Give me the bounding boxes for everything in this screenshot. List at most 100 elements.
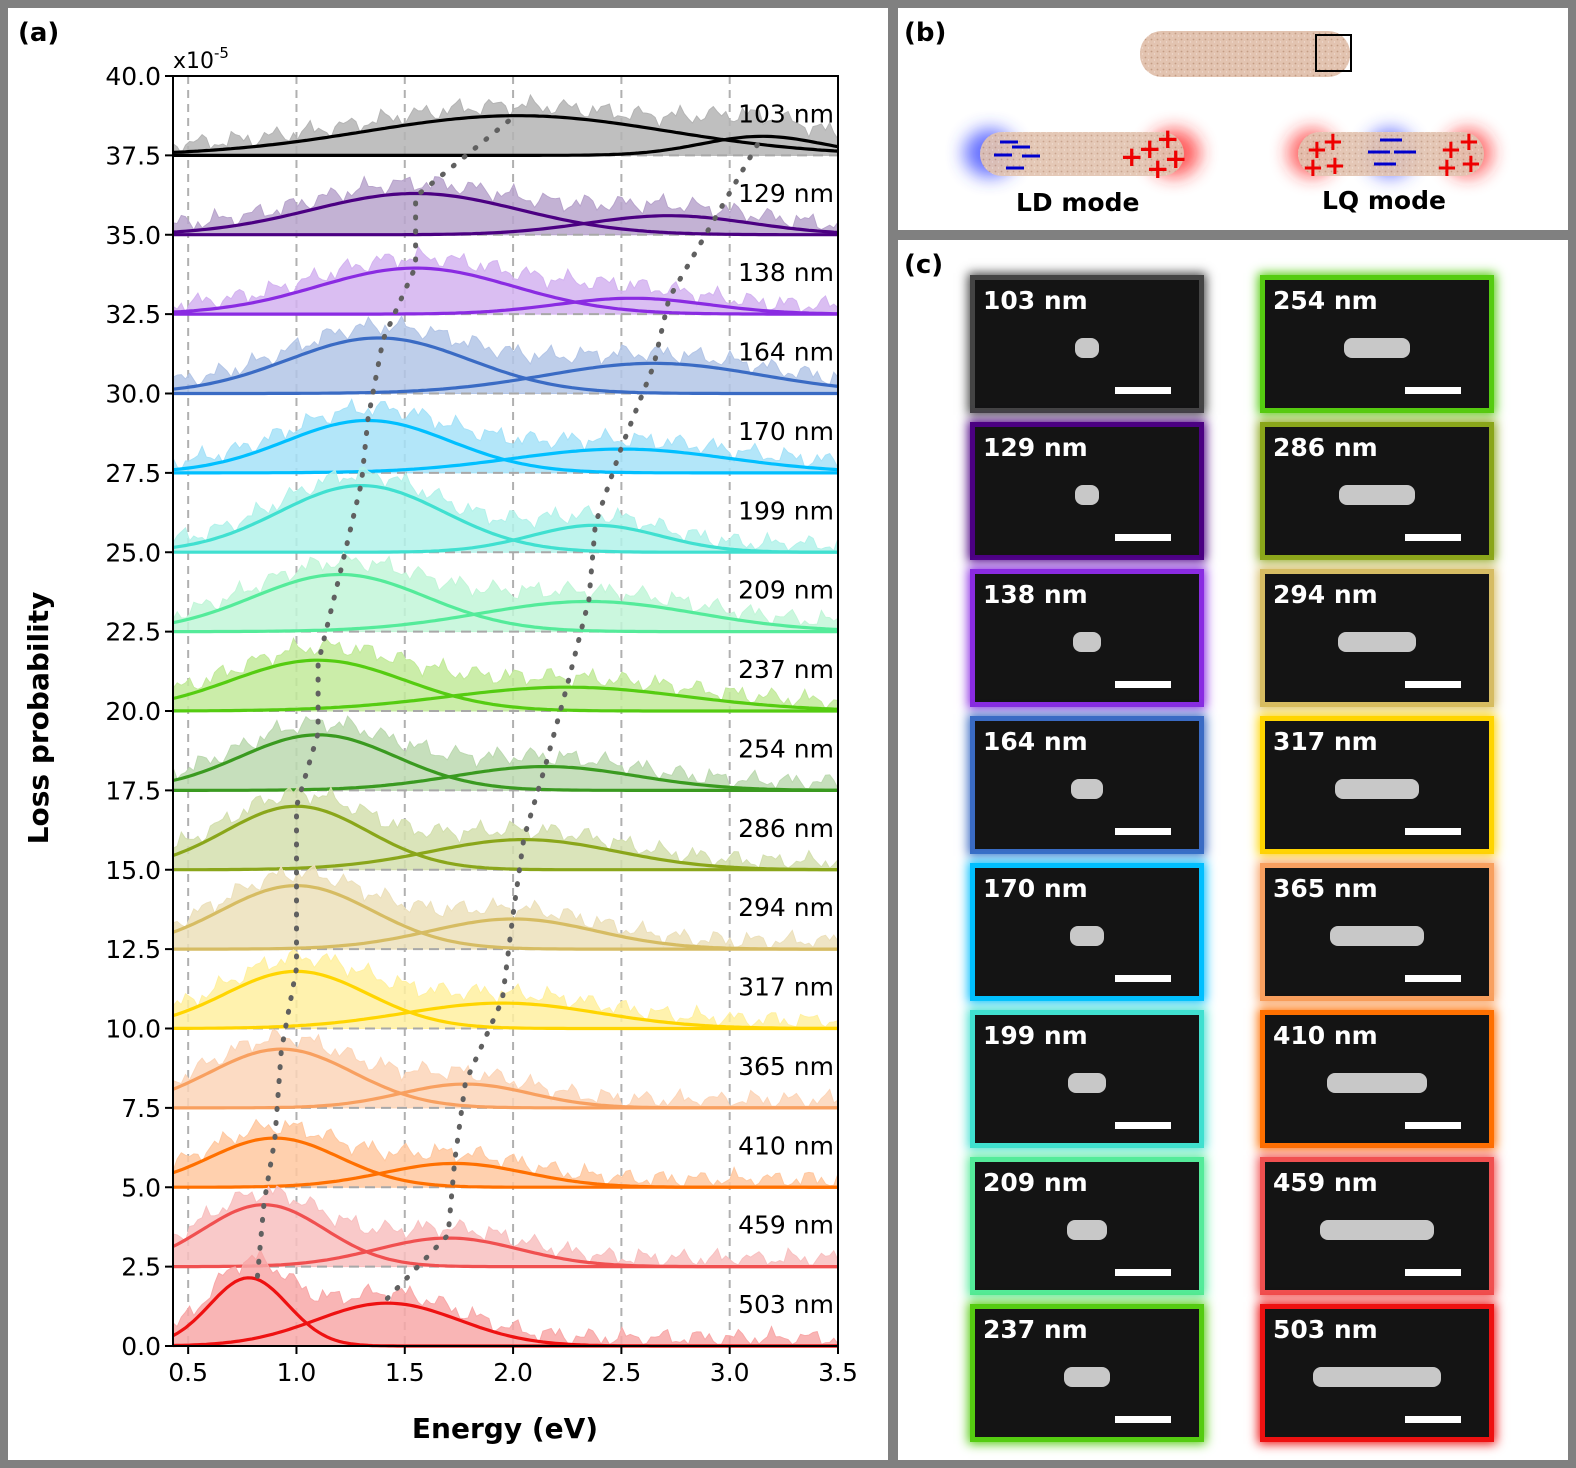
spectrum-199-nm: 199 nm (172, 466, 839, 554)
series-label: 459 nm (738, 1211, 834, 1240)
sem-image-label: 129 nm (983, 433, 1088, 462)
sem-image: 317 nm (1260, 716, 1494, 854)
spectrum-area (172, 949, 839, 1029)
series-label: 365 nm (738, 1052, 834, 1081)
y-tick-label: 7.5 (121, 1094, 161, 1123)
scale-bar (1115, 534, 1171, 541)
y-tick-label: 2.5 (121, 1253, 161, 1282)
sem-image-label: 138 nm (983, 580, 1088, 609)
y-tick-label: 27.5 (105, 459, 161, 488)
nanorod (1335, 779, 1419, 799)
lq-peak-fit (173, 838, 838, 872)
series-label: 164 nm (738, 338, 834, 367)
y-tick-label: 25.0 (105, 538, 161, 567)
nanorod (1075, 338, 1099, 358)
y-tick-label: 12.5 (105, 935, 161, 964)
sem-image-label: 254 nm (1273, 286, 1378, 315)
sem-image-label: 286 nm (1273, 433, 1378, 462)
scale-bar (1115, 1416, 1171, 1423)
sem-image-label: 317 nm (1273, 727, 1378, 756)
nanorod (1064, 1367, 1110, 1387)
spectrum-365-nm: 365 nm (172, 1028, 839, 1110)
spectrum-area (172, 245, 839, 315)
x-axis-label: Energy (eV) (412, 1412, 598, 1445)
nanorod (1071, 779, 1103, 799)
scale-bar (1115, 387, 1171, 394)
spectrum-459-nm: 459 nm (172, 1185, 839, 1269)
sem-image: 138 nm (970, 569, 1204, 707)
ld-peak-fit (172, 969, 838, 1031)
scale-bar (1115, 681, 1171, 688)
spectrum-103-nm: 103 nm (172, 93, 839, 157)
spectrum-138-nm: 138 nm (172, 245, 839, 316)
lq-peak-fit (173, 134, 839, 157)
lq-peak-fit (173, 1082, 838, 1110)
y-tick-label: 0.0 (121, 1332, 161, 1361)
svg-text:+: + (1436, 153, 1458, 183)
spectrum-area (172, 864, 839, 950)
sem-image: 294 nm (1260, 569, 1494, 707)
sem-image: 365 nm (1260, 863, 1494, 1001)
spectrum-area (172, 93, 839, 156)
sem-image: 164 nm (970, 716, 1204, 854)
scale-bar (1115, 975, 1171, 982)
series-label: 129 nm (738, 179, 834, 208)
svg-text:+: + (1146, 152, 1169, 185)
y-tick-label: 15.0 (105, 856, 161, 885)
scale-bar (1405, 1416, 1461, 1423)
svg-text:+: + (1156, 122, 1179, 155)
scale-bar (1405, 828, 1461, 835)
sem-image-label: 199 nm (983, 1021, 1088, 1050)
sem-image: 410 nm (1260, 1010, 1494, 1148)
spectrum-129-nm: 129 nm (172, 175, 839, 237)
ld-peak-fit (172, 266, 838, 316)
svg-text:+: + (1164, 142, 1187, 175)
nanorod (1330, 926, 1424, 946)
lq-peak-fit (173, 1236, 838, 1269)
panel-a-label: (a) (18, 18, 60, 48)
spectrum-area (172, 1185, 839, 1268)
sem-image: 199 nm (970, 1010, 1204, 1148)
series-label: 138 nm (738, 258, 834, 287)
sem-image: 129 nm (970, 422, 1204, 560)
sem-image-label: 503 nm (1273, 1315, 1378, 1344)
x-tick-label: 3.0 (710, 1358, 750, 1387)
lq-peak-fit (173, 917, 838, 951)
mode-schematic: +++ ++ +++ + +++ + (964, 31, 1492, 185)
series-label: 170 nm (738, 417, 834, 446)
spectrum-286-nm: 286 nm (172, 785, 839, 872)
sem-image: 170 nm (970, 863, 1204, 1001)
sem-image: 459 nm (1260, 1157, 1494, 1295)
sem-image: 286 nm (1260, 422, 1494, 560)
svg-text:+: + (1460, 149, 1482, 179)
y-tick-label: 32.5 (105, 300, 161, 329)
spectrum-area (172, 1118, 839, 1188)
spectrum-170-nm: 170 nm (172, 398, 839, 475)
sem-image-label: 237 nm (983, 1315, 1088, 1344)
spectrum-area (172, 314, 839, 394)
sem-image: 103 nm (970, 275, 1204, 413)
x-tick-label: 1.0 (277, 1358, 317, 1387)
panel-b-label: (b) (904, 18, 947, 48)
ld-peak-fit (172, 733, 838, 792)
lq-peak-fit (173, 765, 838, 792)
sem-image-label: 164 nm (983, 727, 1088, 756)
sem-image-label: 365 nm (1273, 874, 1378, 903)
lq-mode-label: LQ mode (1322, 186, 1446, 215)
y-tick-label: 5.0 (121, 1173, 161, 1202)
series-label: 294 nm (738, 893, 834, 922)
x-tick-label: 2.5 (602, 1358, 642, 1387)
nanorod (1327, 1073, 1427, 1093)
sem-image-label: 410 nm (1273, 1021, 1378, 1050)
y-tick-label: 20.0 (105, 697, 161, 726)
nanorod (1070, 926, 1104, 946)
axis-layer: 0.0 2.5 5.0 7.5 10.0 12.5 15.0 17.5 20.0 22.5 25.0… (105, 62, 858, 1387)
ld-peak-fit (172, 572, 838, 634)
nanorod-top (1140, 31, 1352, 77)
spectrum-area (172, 1248, 839, 1347)
ld-peak-fit (172, 484, 838, 554)
panel-a: (a) 103 nm 129 nm 138 nm 164 nm 170 nm 199 nm… (8, 8, 888, 1460)
y-axis-label: Loss probability (22, 592, 55, 845)
ld-peak-fit (172, 658, 838, 713)
scale-bar (1115, 1122, 1171, 1129)
